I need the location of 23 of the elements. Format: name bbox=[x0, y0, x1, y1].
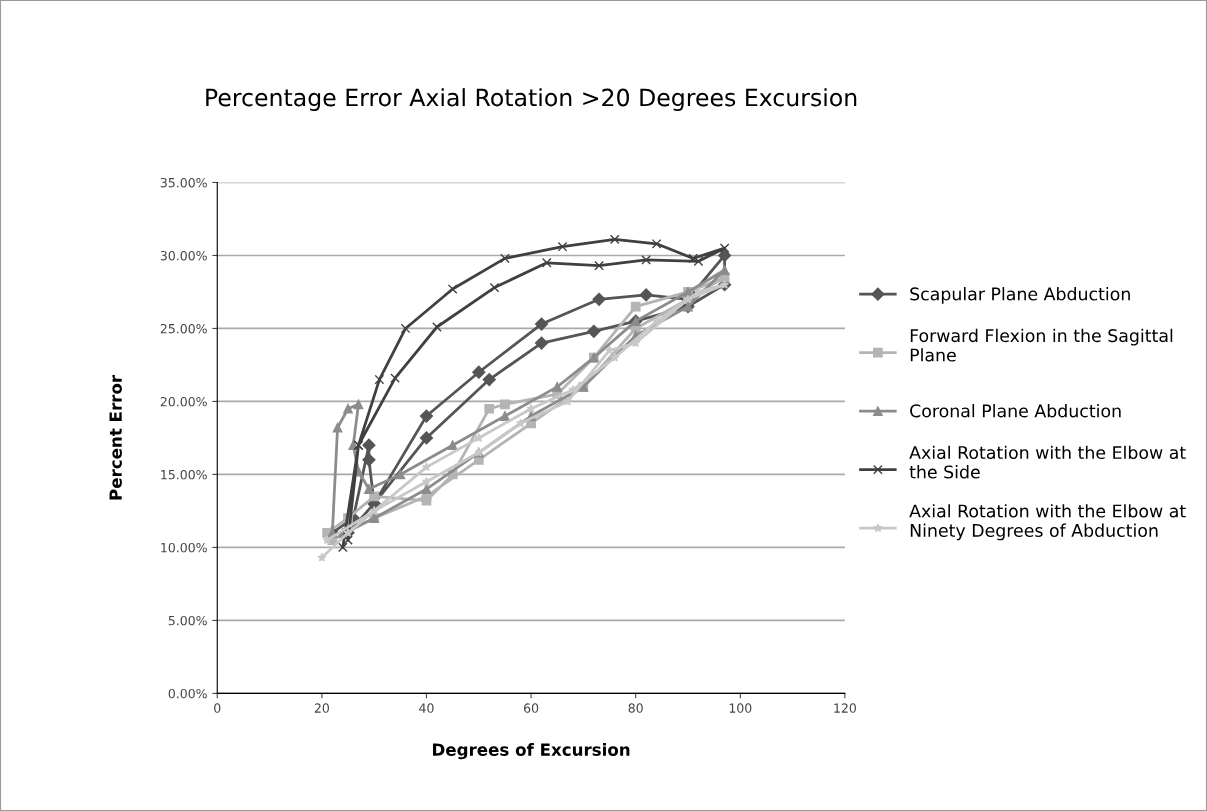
legend-label: Scapular Plane Abduction bbox=[910, 287, 1130, 304]
x-tick-label: 20 bbox=[314, 703, 329, 713]
y-tick-label: 5.00% bbox=[168, 615, 207, 626]
x-axis-title: Degrees of Excursion bbox=[433, 743, 630, 760]
legend-label: Axial Rotation with the Elbow at the Side bbox=[909, 445, 1186, 479]
legend-label: Forward Flexion in the Sagittal Plane bbox=[910, 328, 1173, 362]
y-tick-label: 20.00% bbox=[160, 396, 207, 407]
y-tick-label: 30.00% bbox=[160, 250, 207, 261]
x-tick-label: 100 bbox=[729, 703, 752, 713]
y-axis-title: Percent Error bbox=[109, 374, 122, 500]
y-tick-label: 0.00% bbox=[168, 688, 207, 699]
x-tick-label: 80 bbox=[628, 703, 643, 713]
y-tick-label: 35.00% bbox=[160, 177, 207, 188]
x-tick-label: 120 bbox=[834, 703, 856, 713]
x-tick-label: 40 bbox=[419, 703, 434, 713]
x-tick-label: 60 bbox=[524, 703, 539, 713]
x-tick-label: 0 bbox=[214, 703, 221, 713]
chart-title: Percentage Error Axial Rotation >20 Degrees Excursion bbox=[206, 88, 857, 111]
legend-label: Coronal Plane Abduction bbox=[910, 403, 1121, 418]
y-tick-label: 10.00% bbox=[161, 542, 207, 553]
y-tick-label: 15.00% bbox=[161, 469, 207, 480]
y-tick-label: 25.00% bbox=[160, 323, 207, 334]
legend-label: Axial Rotation with the Elbow at Ninety Degrees of Abduction bbox=[909, 504, 1186, 541]
